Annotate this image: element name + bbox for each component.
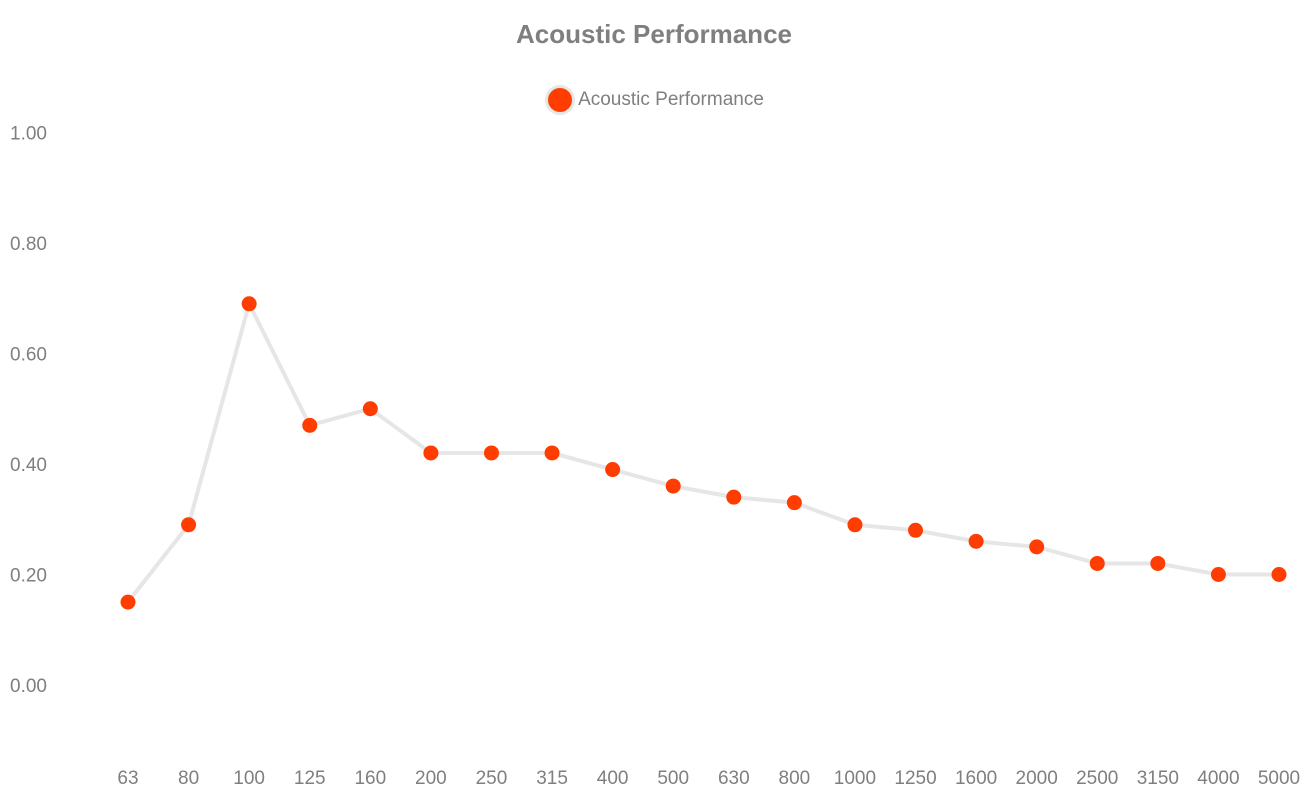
y-tick-label: 0.80 [10,234,47,255]
data-point[interactable] [1150,555,1166,571]
data-point[interactable] [241,296,257,312]
y-tick-label: 0.40 [10,455,47,476]
x-tick-label: 125 [294,768,326,789]
x-tick-label: 63 [117,768,138,789]
data-point[interactable] [1089,555,1105,571]
x-tick-label: 100 [233,768,265,789]
y-tick-label: 0.60 [10,345,47,366]
y-tick-label: 0.00 [10,676,47,697]
data-point[interactable] [1271,567,1287,582]
x-tick-label: 800 [779,768,811,789]
x-tick-label: 500 [657,768,689,789]
series-lines [126,301,1279,604]
data-point[interactable] [605,462,621,478]
y-tick-label: 1.00 [10,124,47,145]
data-point[interactable] [483,445,499,461]
x-tick-label: 2000 [1016,768,1058,789]
data-point[interactable] [1210,567,1226,582]
x-tick-label: 1250 [894,768,936,789]
legend: Acoustic Performance [0,88,1308,112]
series-line [126,301,1279,604]
data-point[interactable] [181,517,197,533]
data-point[interactable] [847,517,863,533]
data-point[interactable] [544,445,560,461]
x-tick-label: 80 [178,768,199,789]
x-axis: 63 80 100 125 160 200 250 315 400 500 630 800 1000 12… [117,768,1300,789]
data-point[interactable] [302,417,318,433]
y-tick-label: 0.20 [10,566,47,587]
data-point[interactable] [665,478,681,494]
data-point[interactable] [968,533,984,549]
y-axis: 1.00 0.80 0.60 0.40 0.20 0.00 [10,124,47,698]
x-tick-label: 4000 [1197,768,1239,789]
x-tick-label: 630 [718,768,750,789]
series-points [120,296,1287,610]
x-tick-label: 2500 [1076,768,1118,789]
data-point[interactable] [120,594,136,610]
x-tick-label: 250 [476,768,508,789]
legend-label: Acoustic Performance [578,89,764,110]
x-tick-label: 400 [597,768,629,789]
data-point[interactable] [786,495,802,511]
data-point[interactable] [1029,539,1045,555]
x-tick-label: 160 [354,768,386,789]
x-tick-label: 315 [536,768,568,789]
data-point[interactable] [908,522,924,538]
data-point[interactable] [726,489,742,505]
x-tick-label: 5000 [1258,768,1300,789]
x-tick-label: 3150 [1137,768,1179,789]
data-point[interactable] [362,401,378,417]
legend-item[interactable]: Acoustic Performance [548,88,764,112]
x-tick-label: 1600 [955,768,997,789]
legend-swatch-icon [548,88,573,112]
x-tick-label: 1000 [834,768,876,789]
data-point[interactable] [423,445,439,461]
x-tick-label: 200 [415,768,447,789]
chart-title: Acoustic Performance [516,19,792,49]
